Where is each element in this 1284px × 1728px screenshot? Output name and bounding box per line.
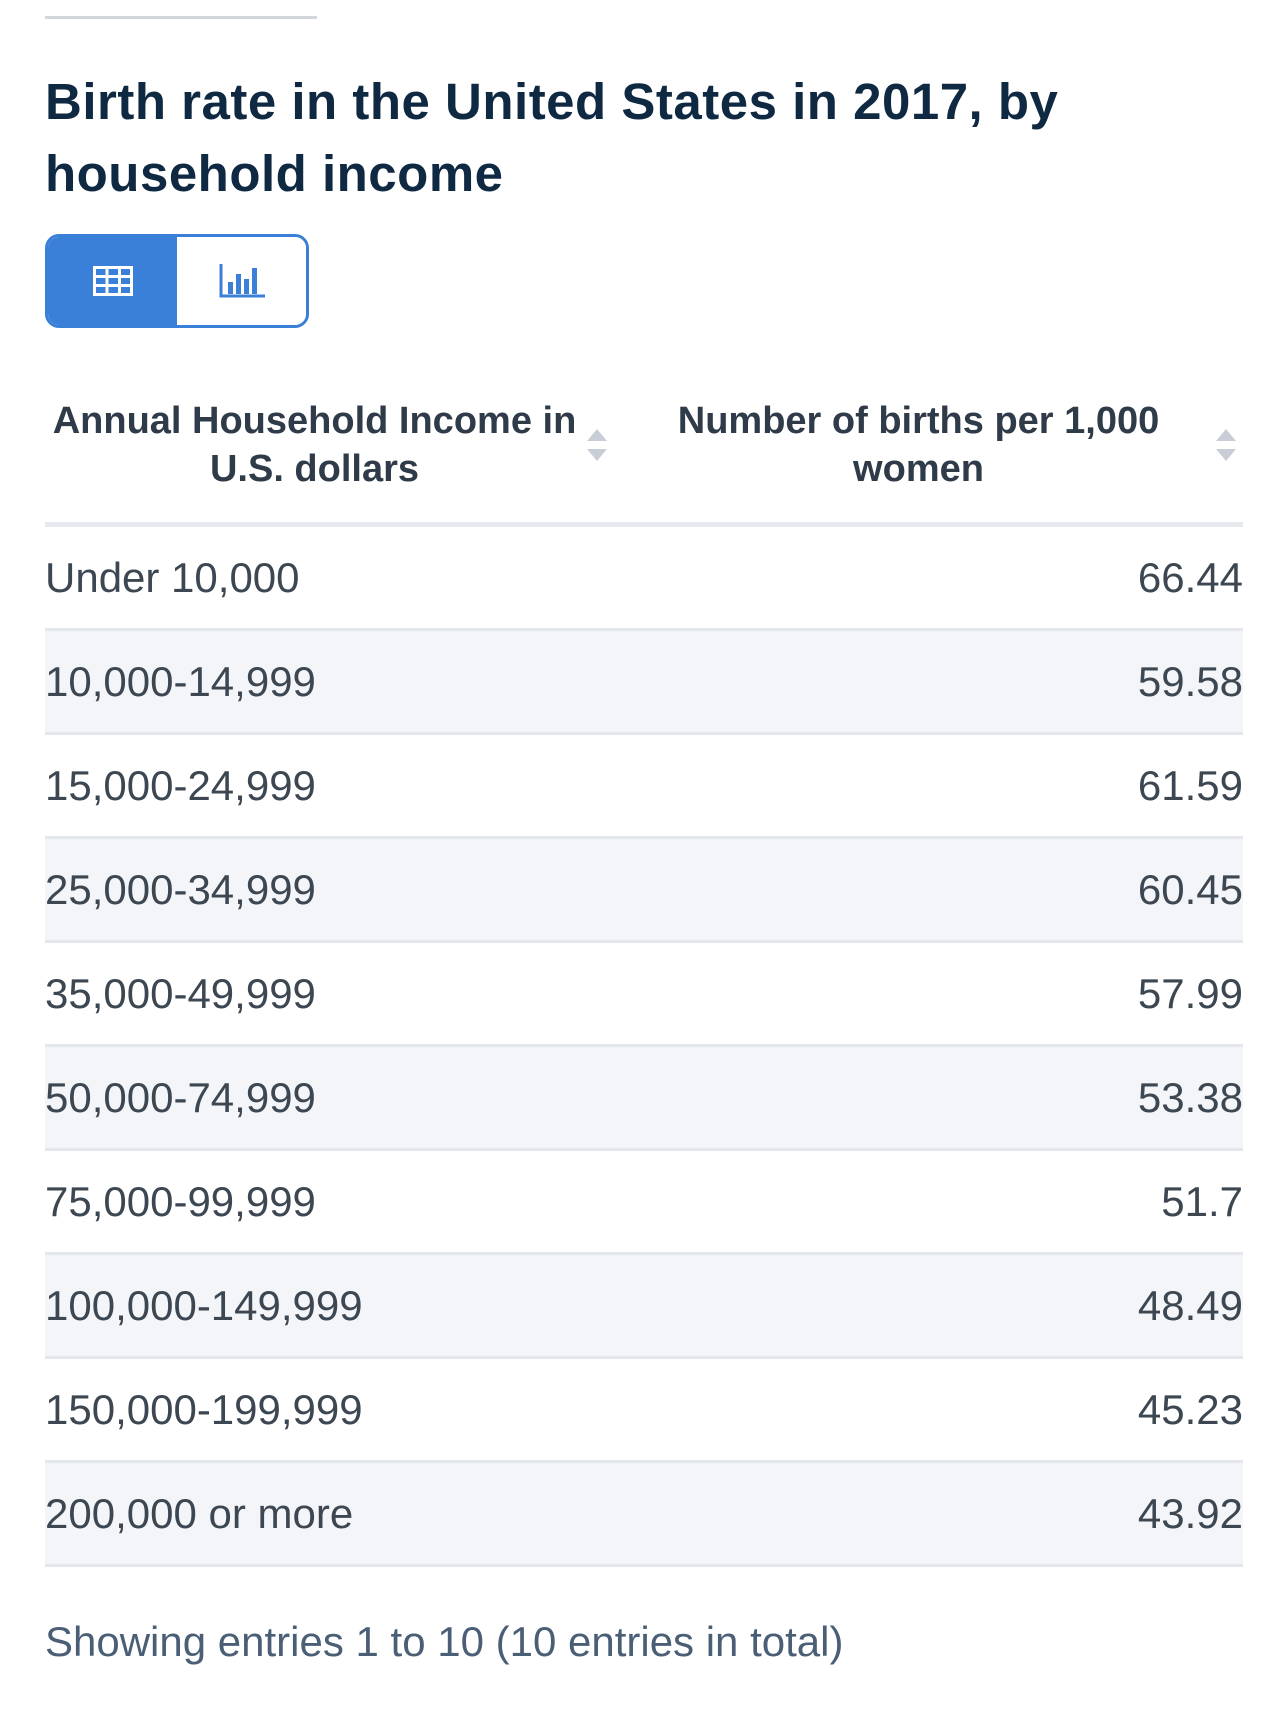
- column-header-births[interactable]: Number of births per 1,000 women: [644, 380, 1243, 527]
- income-cell: 200,000 or more: [45, 1461, 644, 1567]
- table-row: Under 10,000 66.44: [45, 524, 1243, 631]
- income-cell: 15,000-24,999: [45, 733, 644, 839]
- column-header-income[interactable]: Annual Household Income in U.S. dollars: [45, 380, 644, 527]
- column-header-income-label: Annual Household Income in U.S. dollars: [52, 400, 577, 490]
- data-table: Annual Household Income in U.S. dollars …: [45, 380, 1243, 1567]
- table-row: 10,000-14,999 59.58: [45, 629, 1243, 735]
- births-cell: 45.23: [644, 1357, 1243, 1463]
- chart-view-button[interactable]: [177, 237, 306, 325]
- table-row: 100,000-149,999 48.49: [45, 1253, 1243, 1359]
- income-cell: 50,000-74,999: [45, 1045, 644, 1151]
- income-cell: 75,000-99,999: [45, 1149, 644, 1255]
- table-icon: [92, 266, 133, 296]
- income-cell: 10,000-14,999: [45, 629, 644, 735]
- table-row: 200,000 or more 43.92: [45, 1461, 1243, 1567]
- births-cell: 59.58: [644, 629, 1243, 735]
- income-cell: Under 10,000: [45, 524, 644, 631]
- births-cell: 53.38: [644, 1045, 1243, 1151]
- column-header-births-label: Number of births per 1,000 women: [677, 400, 1160, 490]
- table-row: 50,000-74,999 53.38: [45, 1045, 1243, 1151]
- births-cell: 48.49: [644, 1253, 1243, 1359]
- births-cell: 57.99: [644, 941, 1243, 1047]
- births-cell: 61.59: [644, 733, 1243, 839]
- income-cell: 35,000-49,999: [45, 941, 644, 1047]
- table-row: 25,000-34,999 60.45: [45, 837, 1243, 943]
- income-cell: 25,000-34,999: [45, 837, 644, 943]
- births-cell: 60.45: [644, 837, 1243, 943]
- table-header-row: Annual Household Income in U.S. dollars …: [45, 380, 1243, 527]
- births-cell: 66.44: [644, 524, 1243, 631]
- table-row: 35,000-49,999 57.99: [45, 941, 1243, 1047]
- births-cell: 51.7: [644, 1149, 1243, 1255]
- view-toggle: [45, 234, 309, 328]
- sort-icon: [1216, 429, 1236, 461]
- entries-summary: Showing entries 1 to 10 (10 entries in t…: [45, 1618, 844, 1665]
- income-cell: 150,000-199,999: [45, 1357, 644, 1463]
- bar-chart-icon: [219, 264, 265, 298]
- income-cell: 100,000-149,999: [45, 1253, 644, 1359]
- table-row: 150,000-199,999 45.23: [45, 1357, 1243, 1463]
- table-view-button[interactable]: [48, 237, 177, 325]
- page-title: Birth rate in the United States in 2017,…: [45, 73, 1059, 202]
- births-cell: 43.92: [644, 1461, 1243, 1567]
- sort-icon: [587, 429, 607, 461]
- table-row: 75,000-99,999 51.7: [45, 1149, 1243, 1255]
- top-divider: [45, 16, 317, 19]
- table-row: 15,000-24,999 61.59: [45, 733, 1243, 839]
